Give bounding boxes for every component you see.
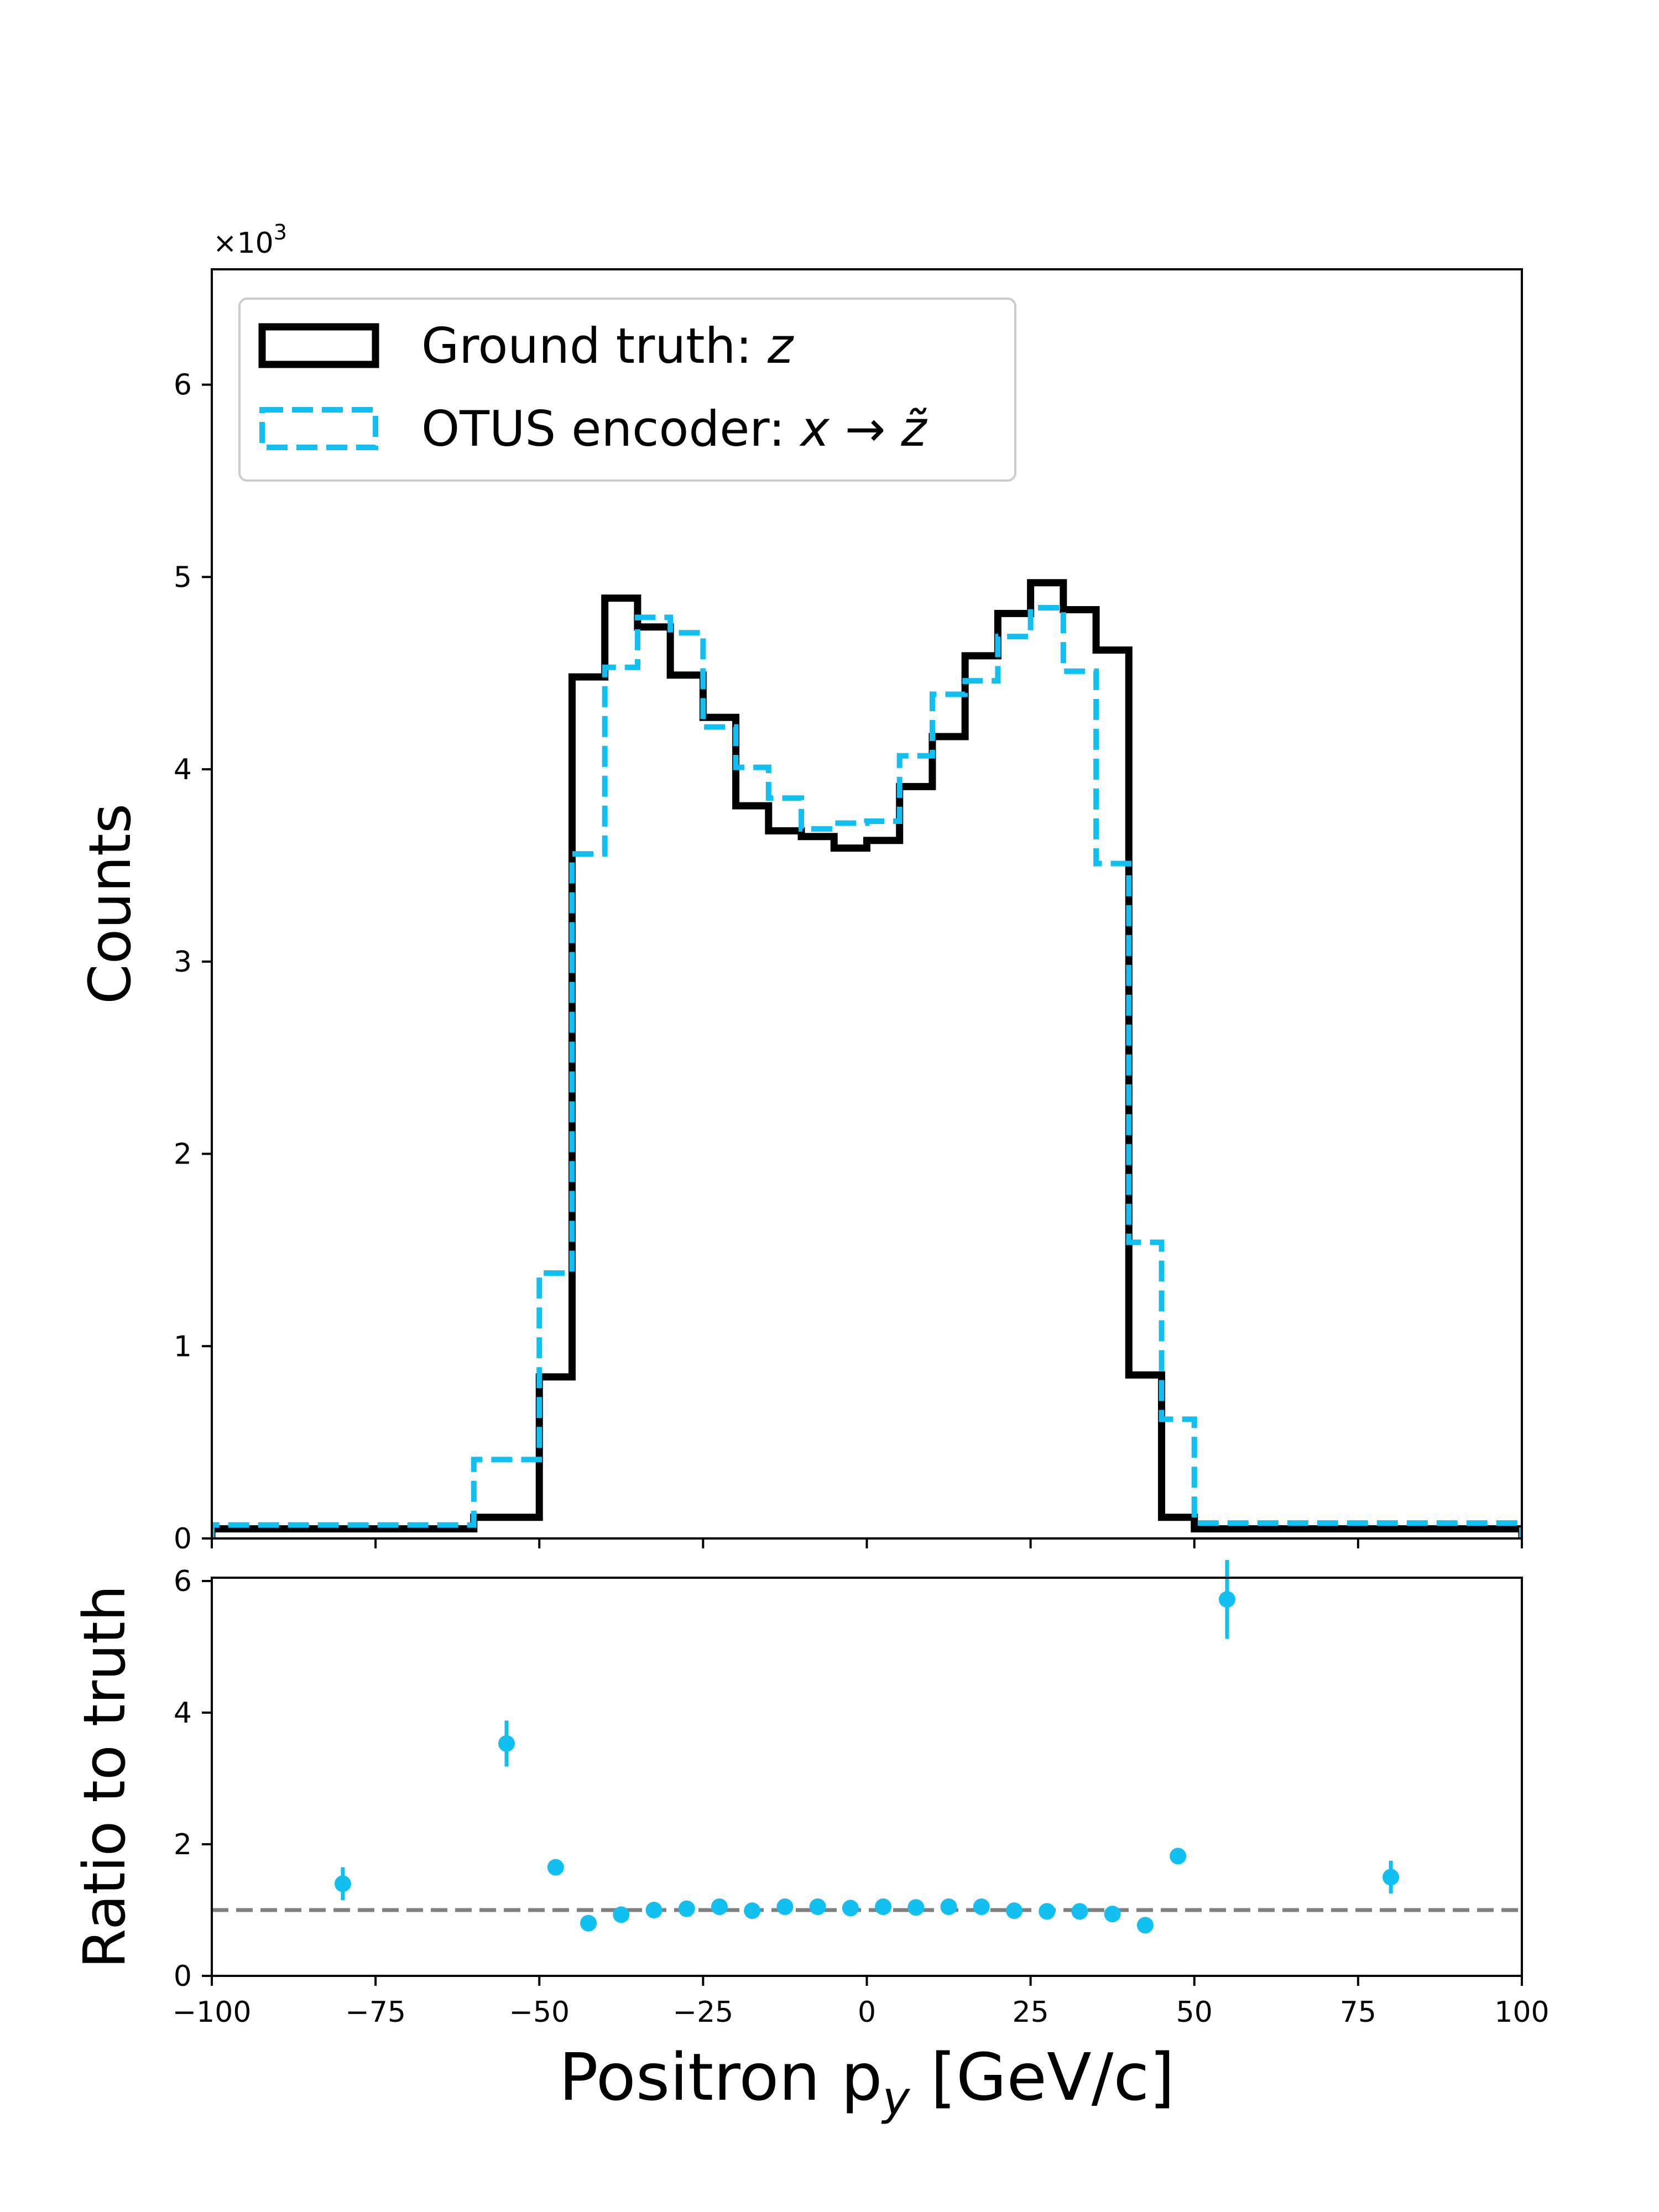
ratio-point [334, 1875, 351, 1892]
ratio-point [1006, 1902, 1023, 1919]
ratio-point [907, 1899, 925, 1916]
top-ytick-label: 2 [174, 1138, 192, 1171]
xtick-label: −25 [673, 1996, 734, 2029]
xtick-label: −50 [509, 1996, 570, 2029]
top-scale-label: ×103 [213, 220, 287, 260]
xtick-label: −75 [345, 1996, 406, 2029]
legend-swatch-otus-encoder [259, 407, 378, 450]
xtick-label: 0 [858, 1996, 876, 2029]
ratio-point [875, 1898, 892, 1916]
xtick-label: 25 [1013, 1996, 1049, 2029]
ratio-ytick-label: 6 [174, 1565, 192, 1598]
x-axis-title: Positron py [GeV/c] [559, 2039, 1175, 2125]
top-y-axis-title: Counts [76, 804, 144, 1004]
xtick-label: 75 [1340, 1996, 1376, 2029]
ratio-point [580, 1914, 597, 1932]
ratio-ytick-label: 0 [174, 1960, 192, 1993]
legend: Ground truth: z OTUS encoder: x → z̃ [238, 298, 1016, 482]
ratio-point [645, 1901, 662, 1918]
ratio-point [498, 1735, 515, 1752]
top-ytick-label: 1 [174, 1330, 192, 1363]
ratio-point [809, 1898, 826, 1916]
ratio-y-axis-title: Ratio to truth [71, 1585, 138, 1969]
ratio-point [613, 1906, 630, 1923]
top-ytick-label: 4 [174, 753, 192, 786]
ratio-point [1170, 1848, 1187, 1865]
shared-x-axis: −100 −75 −50 −25 0 25 50 75 100 Positron py [GeV/… [173, 1538, 1550, 2125]
ratio-point [940, 1898, 957, 1916]
ratio-point [1071, 1903, 1088, 1920]
ratio-point [744, 1902, 761, 1919]
ratio-point [776, 1898, 794, 1916]
xtick-label: 100 [1494, 1996, 1549, 2029]
ratio-point [547, 1859, 564, 1876]
xtick-label: 50 [1176, 1996, 1213, 2029]
ratio-point [842, 1900, 859, 1917]
ratio-ytick-label: 4 [174, 1697, 192, 1730]
top-panel: 0 1 2 3 4 5 6 ×103 Counts [76, 220, 1523, 1556]
ratio-point [1104, 1906, 1121, 1923]
ratio-point [973, 1898, 990, 1916]
ratio-point [678, 1900, 695, 1917]
xtick-label: −100 [173, 1996, 252, 2029]
ratio-point [1218, 1591, 1235, 1608]
top-ytick-label: 6 [174, 369, 192, 402]
ratio-ytick-label: 2 [174, 1828, 192, 1861]
legend-swatch-ground-truth [258, 323, 379, 368]
top-ytick-label: 0 [174, 1522, 192, 1556]
top-ytick-label: 3 [174, 946, 192, 979]
legend-label-ground-truth: Ground truth: z [421, 317, 794, 374]
ratio-point [1039, 1903, 1056, 1920]
ratio-point [711, 1898, 728, 1916]
legend-label-otus-encoder: OTUS encoder: x → z̃ [421, 400, 927, 457]
top-ytick-label: 5 [174, 561, 192, 594]
ratio-point [1136, 1917, 1154, 1934]
histogram-series-otus-encoder [212, 605, 1522, 1538]
legend-box [238, 298, 1016, 482]
ratio-point [1383, 1869, 1400, 1886]
